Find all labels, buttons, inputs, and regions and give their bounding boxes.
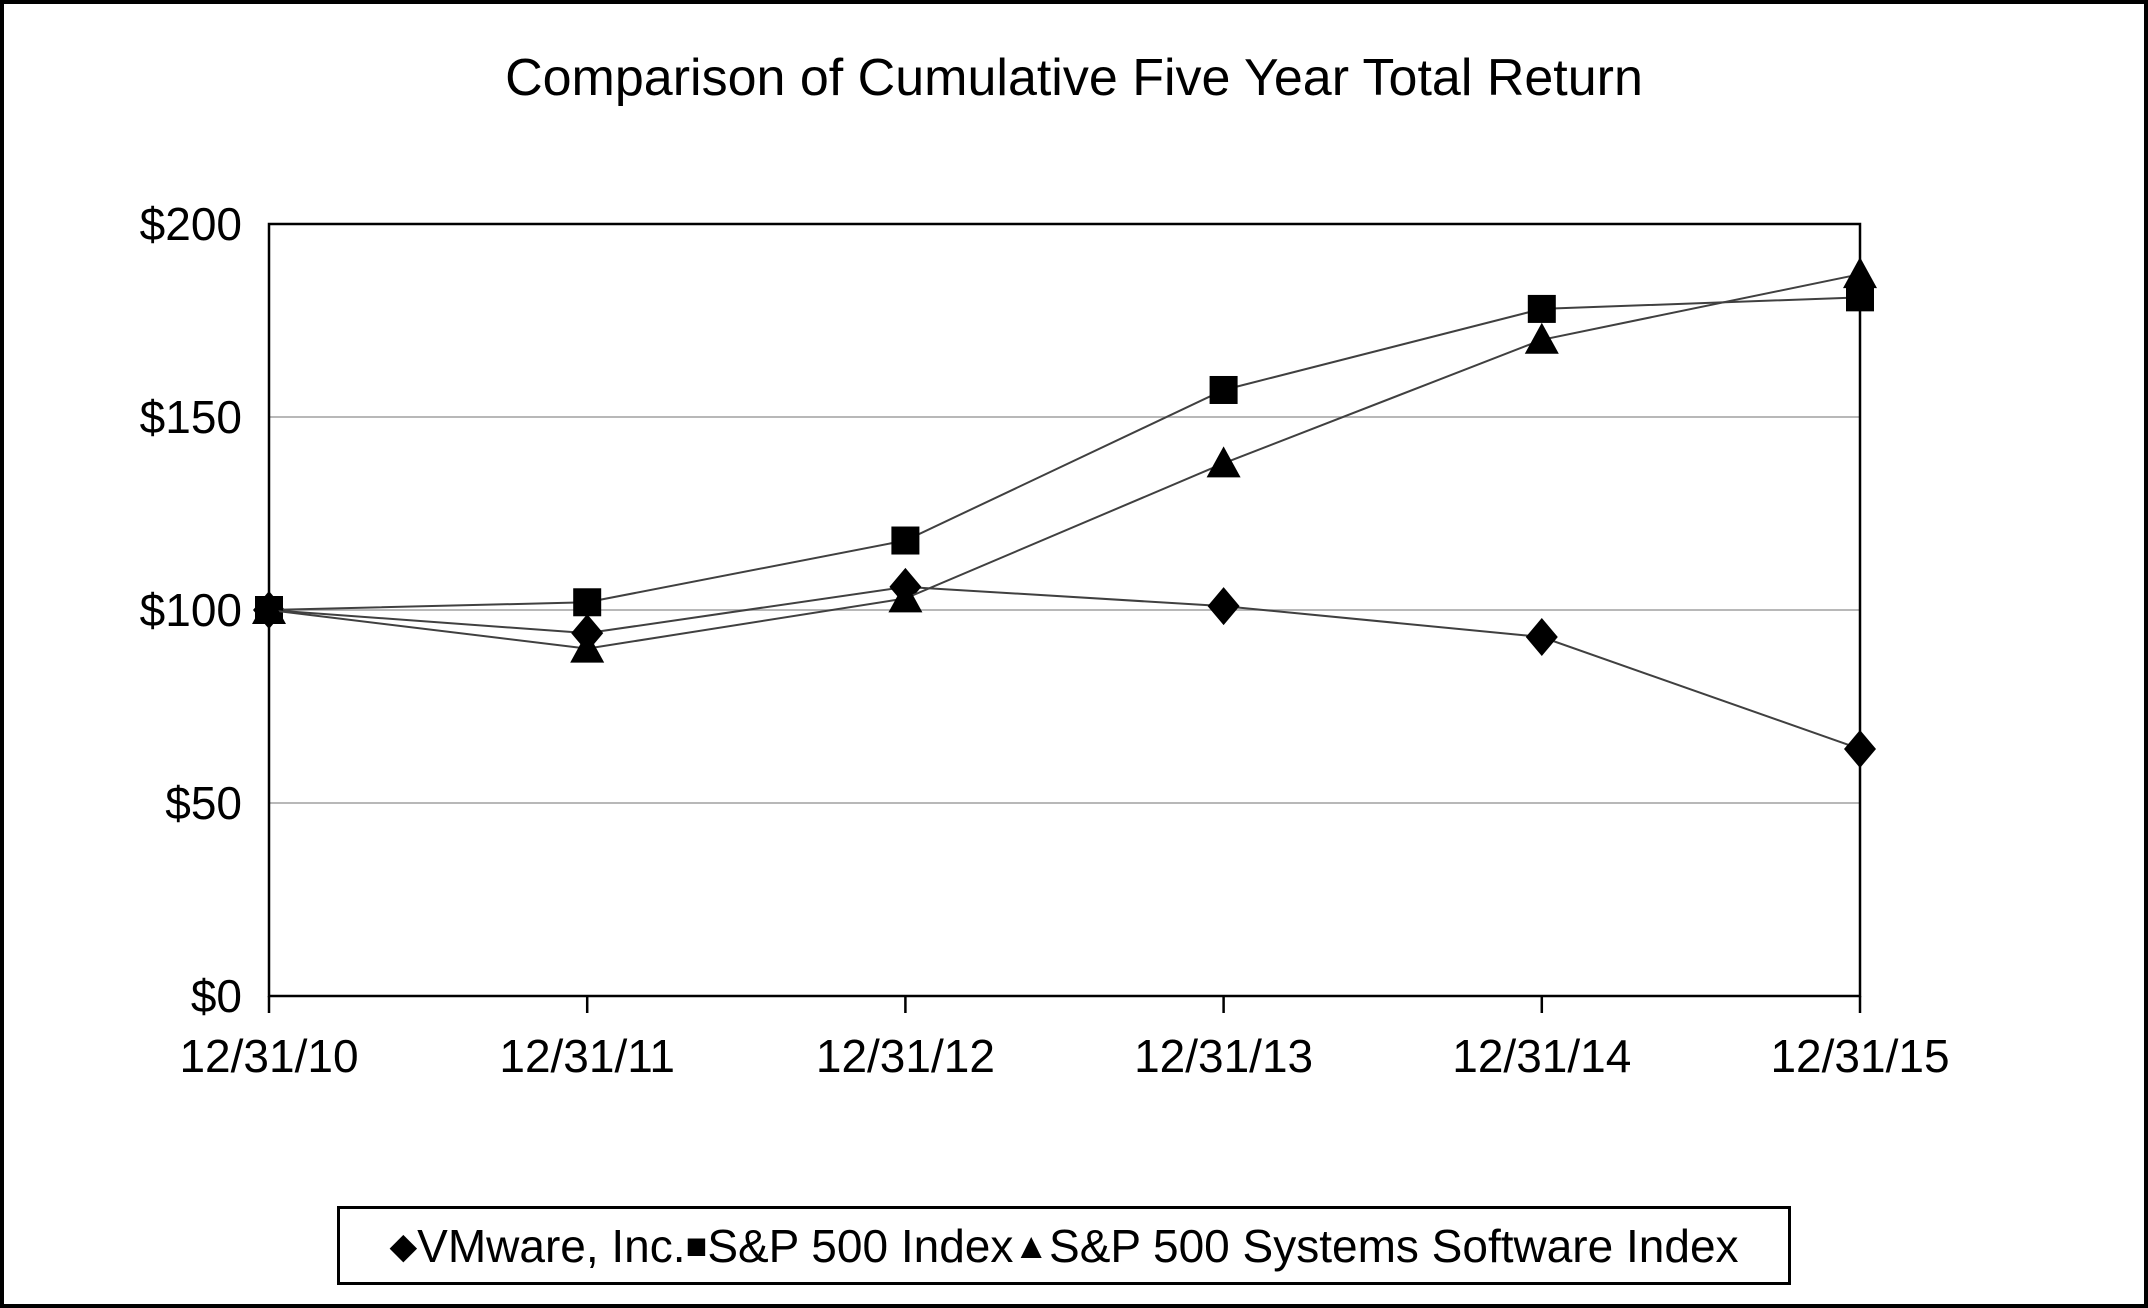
- series-line: [268, 296, 1861, 611]
- y-tick-label: $200: [140, 198, 242, 250]
- triangle-icon: ▲: [1013, 1224, 1050, 1266]
- series-line: [268, 273, 1861, 650]
- series-line: [268, 585, 1861, 750]
- legend-item-sp500-systems-software: ▲ S&P 500 Systems Software Index: [1013, 1219, 1738, 1273]
- y-tick-label: $150: [140, 391, 242, 443]
- square-icon: ■: [685, 1224, 708, 1266]
- y-tick-label: $100: [140, 584, 242, 636]
- series-s-p-500-systems-software-index: [252, 257, 1877, 663]
- y-tick-label: $50: [165, 777, 242, 829]
- x-tick-labels: 12/31/10 12/31/11 12/31/12 12/31/13 12/31/14…: [179, 1030, 1949, 1082]
- chart-title: Comparison of Cumulative Five Year Total…: [505, 49, 1643, 107]
- x-ticks: [267, 996, 1862, 1013]
- x-tick-label: 12/31/12: [816, 1030, 995, 1082]
- x-tick-label: 12/31/15: [1770, 1030, 1949, 1082]
- x-tick-label: 12/31/14: [1452, 1030, 1631, 1082]
- x-tick-label: 12/31/11: [499, 1030, 675, 1082]
- series-s-p-500-index: [255, 283, 1874, 624]
- legend-label-sp500-systems-software: S&P 500 Systems Software Index: [1049, 1219, 1739, 1272]
- x-tick-label: 12/31/13: [1134, 1030, 1313, 1082]
- legend: ◆ VMware, Inc. ■ S&P 500 Index ▲ S&P 500 Sy…: [337, 1206, 1791, 1285]
- x-tick-label: 12/31/10: [179, 1030, 358, 1082]
- y-tick-labels: $0 $50 $100 $150 $200: [140, 198, 242, 1022]
- legend-label-vmware: VMware, Inc.: [417, 1219, 686, 1272]
- legend-item-vmware: ◆ VMware, Inc.: [389, 1219, 685, 1273]
- legend-label-sp500: S&P 500 Index: [707, 1219, 1014, 1272]
- series-vmware-inc: [253, 567, 1876, 768]
- y-tick-label: $0: [191, 970, 242, 1022]
- y-gridlines: [269, 416, 1860, 804]
- legend-item-sp500: ■ S&P 500 Index: [686, 1219, 1014, 1273]
- diamond-icon: ◆: [389, 1224, 418, 1266]
